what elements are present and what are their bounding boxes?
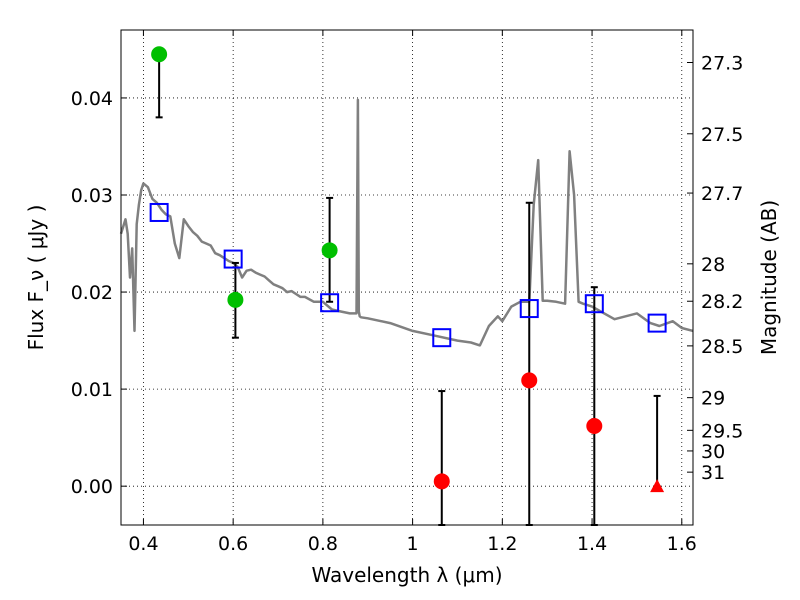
magnitude-tick-label: 29 bbox=[701, 388, 725, 410]
magnitude-tick-label: 27.5 bbox=[701, 124, 743, 146]
y-tick-label: 0.00 bbox=[71, 476, 113, 498]
data-point-circle bbox=[521, 372, 538, 389]
x-tick-label: 1.6 bbox=[667, 533, 697, 555]
model-photometry-square bbox=[223, 249, 243, 269]
model-sed-layer bbox=[119, 98, 694, 347]
magnitude-tick-label: 31 bbox=[701, 462, 725, 484]
error-bars-layer bbox=[155, 54, 661, 526]
magnitude-tick-label: 28.2 bbox=[701, 291, 743, 313]
magnitude-tick-label: 28.5 bbox=[701, 336, 743, 358]
model-photometry-square bbox=[647, 313, 667, 333]
plot-frame bbox=[120, 29, 694, 526]
data-point-circle bbox=[321, 242, 338, 259]
x-tick-label: 1 bbox=[407, 533, 419, 555]
data-point-circle bbox=[433, 473, 450, 490]
y-axis-title: Flux F_ν ( μJy ) bbox=[24, 205, 48, 351]
x-tick-label: 0.6 bbox=[218, 533, 248, 555]
data-point-circle bbox=[227, 291, 244, 308]
y-axis-ticks: 0.00 0.01 0.02 0.03 0.04 bbox=[71, 88, 127, 498]
magnitude-axis-title: Magnitude (AB) bbox=[757, 200, 781, 355]
data-markers-layer bbox=[149, 46, 667, 493]
magnitude-tick-label: 27.3 bbox=[701, 52, 743, 74]
x-axis-title: Wavelength λ (μm) bbox=[311, 563, 502, 587]
magnitude-tick-label: 27.7 bbox=[701, 183, 743, 205]
model-photometry-square bbox=[320, 293, 340, 313]
magnitude-tick-label: 29.5 bbox=[701, 420, 743, 442]
data-point-circle bbox=[151, 46, 168, 63]
model-sed-line bbox=[119, 98, 694, 347]
model-photometry-square bbox=[432, 328, 452, 348]
magnitude-tick-label: 28 bbox=[701, 254, 725, 276]
magnitude-tick-label: 30 bbox=[701, 441, 725, 463]
model-photometry-square bbox=[519, 299, 539, 319]
y-tick-label: 0.04 bbox=[71, 88, 113, 110]
x-tick-label: 1.2 bbox=[487, 533, 517, 555]
x-tick-label: 0.4 bbox=[128, 533, 158, 555]
y-tick-label: 0.01 bbox=[71, 379, 113, 401]
x-tick-label: 1.4 bbox=[577, 533, 607, 555]
model-photometry-square bbox=[584, 294, 604, 314]
model-photometry-square bbox=[149, 202, 169, 222]
y-tick-label: 0.02 bbox=[71, 282, 113, 304]
y-tick-label: 0.03 bbox=[71, 185, 113, 207]
x-axis-ticks: 0.4 0.6 0.8 1 1.2 1.4 1.6 bbox=[128, 30, 697, 555]
data-point-circle bbox=[586, 418, 603, 434]
x-tick-label: 0.8 bbox=[308, 533, 338, 555]
grid-lines bbox=[121, 30, 693, 525]
upper-limit-triangle bbox=[650, 479, 665, 493]
